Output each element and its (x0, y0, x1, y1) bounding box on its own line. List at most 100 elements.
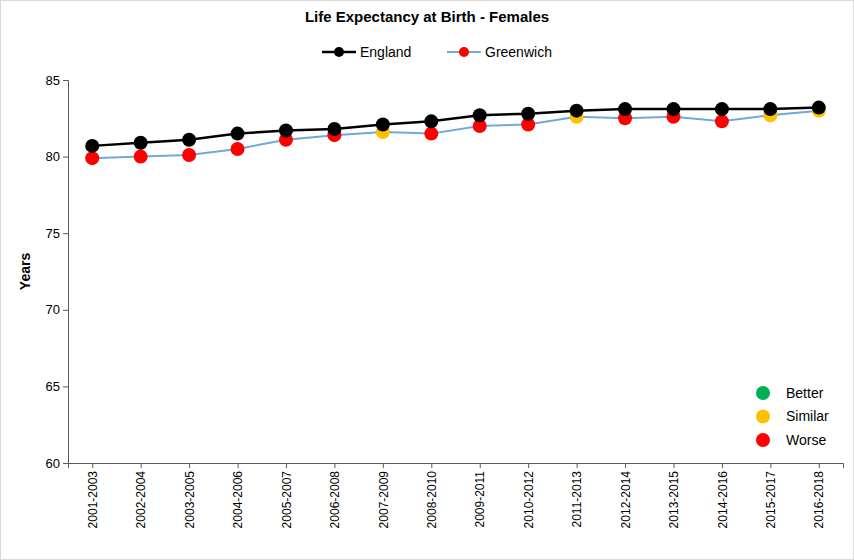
x-tick-mark (431, 463, 432, 468)
x-tick-mark (141, 463, 142, 468)
x-tick-mark (722, 463, 723, 468)
x-tick-label: 2010-2012 (522, 471, 536, 529)
x-axis: 2001-2003 2002-2004 2003-2005 2004-2006 2005… (69, 463, 844, 528)
y-tick-mark (63, 463, 68, 464)
status-label: Worse (786, 432, 826, 448)
x-tick-label: 2006-2008 (328, 471, 342, 529)
x-tick: 2011-2013 (570, 463, 584, 528)
x-tick-mark (577, 463, 578, 468)
x-tick-label: 2007-2009 (377, 471, 391, 529)
series-marker (85, 151, 99, 165)
y-axis-line (63, 81, 69, 464)
x-tick-label: 2015-2017 (764, 471, 778, 529)
x-tick: 2007-2009 (377, 463, 391, 528)
x-tick-label: 2005-2007 (280, 471, 294, 529)
y-tick-label: 60 (46, 456, 60, 471)
series-marker (618, 102, 632, 116)
y-tick: 65 (46, 379, 68, 394)
title: Life Expectancy at Birth - Females (305, 8, 549, 25)
y-axis: 60 65 70 75 80 85 (46, 73, 69, 471)
series-marker (473, 108, 487, 122)
series-marker (666, 102, 680, 116)
y-tick-mark (63, 310, 68, 311)
x-tick-mark (334, 463, 335, 468)
x-tick: 2008-2010 (425, 463, 439, 528)
series-marker (85, 139, 99, 153)
legend-label: Greenwich (485, 44, 552, 60)
x-tick-label: 2014-2016 (716, 471, 730, 529)
series-marker (424, 114, 438, 128)
x-tick-label: 2012-2014 (619, 471, 633, 529)
series-marker (182, 133, 196, 147)
x-tick: 2014-2016 (716, 463, 730, 528)
y-tick-label: 75 (46, 226, 60, 241)
series-marker (715, 102, 729, 116)
x-tick: 2010-2012 (522, 463, 536, 528)
x-tick: 2016-2018 (812, 463, 826, 528)
x-tick-mark (770, 463, 771, 468)
series-marker (424, 127, 438, 141)
legend-label: England (360, 44, 411, 60)
x-tick-label: 2003-2005 (183, 471, 197, 529)
x-tick-mark (238, 463, 239, 468)
x-tick-mark (528, 463, 529, 468)
series-marker (182, 148, 196, 162)
x-tick-mark (819, 463, 820, 468)
legend-marker (334, 47, 344, 57)
series-marker (231, 142, 245, 156)
legend-marker (459, 47, 469, 57)
x-tick-label: 2002-2004 (134, 471, 148, 529)
x-tick: 2002-2004 (134, 463, 148, 528)
x-tick-mark (625, 463, 626, 468)
status-label: Similar (786, 408, 829, 424)
x-tick: 2015-2017 (764, 463, 778, 528)
chart: 6065707580852001-20032002-20042003-20052… (0, 0, 854, 560)
x-tick-mark (480, 463, 481, 468)
x-tick: 2004-2006 (231, 463, 245, 528)
y-axis-title: Years (17, 253, 33, 291)
series-marker (134, 150, 148, 164)
y-tick-mark (63, 386, 68, 387)
status-label: Better (786, 385, 824, 401)
x-tick: 2013-2015 (667, 463, 681, 528)
y-tick-label: 70 (46, 302, 60, 317)
series-marker (715, 114, 729, 128)
x-tick-label: 2013-2015 (667, 471, 681, 529)
marks (85, 101, 826, 166)
y-tick: 85 (46, 73, 68, 88)
series-marker (570, 104, 584, 118)
y-tick: 80 (46, 149, 68, 164)
x-axis-line (69, 464, 844, 469)
x-tick: 2012-2014 (619, 463, 633, 528)
y-tick-label: 80 (46, 149, 60, 164)
x-tick: 2009-2011 (473, 463, 487, 528)
x-tick-label: 2004-2006 (231, 471, 245, 529)
x-tick-label: 2009-2011 (473, 471, 487, 528)
y-tick-mark (63, 233, 68, 234)
x-tick-label: 2011-2013 (570, 471, 584, 528)
y-tick: 75 (46, 226, 68, 241)
x-tick-mark (286, 463, 287, 468)
y-tick-mark (63, 80, 68, 81)
x-tick-mark (383, 463, 384, 468)
series-marker (763, 102, 777, 116)
series-marker (812, 101, 826, 115)
x-tick-mark (92, 463, 93, 468)
y-tick-label: 85 (46, 73, 60, 88)
y-tick-label: 65 (46, 379, 60, 394)
y-tick: 60 (46, 456, 68, 471)
x-tick-label: 2001-2003 (86, 471, 100, 529)
series-marker (521, 107, 535, 121)
series-marker (327, 122, 341, 136)
x-tick-mark (189, 463, 190, 468)
x-tick: 2005-2007 (280, 463, 294, 528)
x-tick: 2001-2003 (86, 463, 100, 528)
x-tick-mark (673, 463, 674, 468)
series-line (92, 108, 819, 146)
legend: England Greenwich (322, 44, 552, 60)
x-tick: 2006-2008 (328, 463, 342, 528)
x-tick: 2003-2005 (183, 463, 197, 528)
x-tick-label: 2016-2018 (812, 471, 826, 529)
y-tick-mark (63, 157, 68, 158)
chart-frame (1, 1, 854, 560)
